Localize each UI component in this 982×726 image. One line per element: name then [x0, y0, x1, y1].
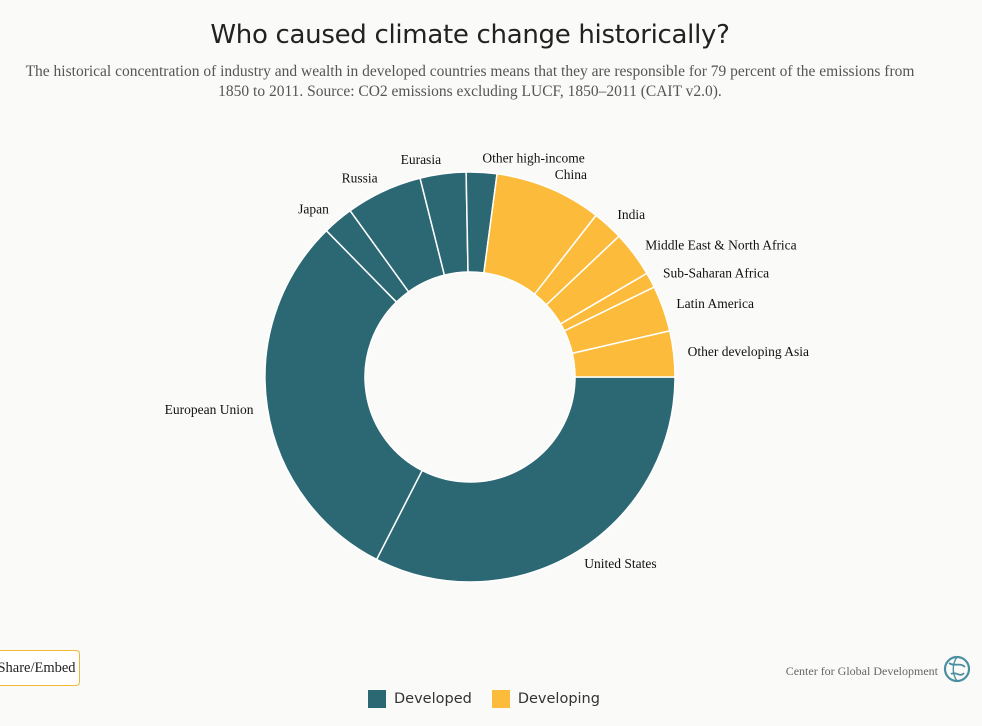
- label-united-states: United States: [584, 556, 656, 571]
- legend-item-developing[interactable]: Developing: [491, 690, 600, 708]
- chart-subtitle: The historical concentration of industry…: [25, 63, 915, 100]
- donut-slices: [264, 171, 676, 583]
- legend-swatch-developed: [368, 690, 386, 708]
- label-eurasia: Eurasia: [401, 152, 441, 167]
- label-russia: Russia: [342, 170, 378, 185]
- label-latin-america: Latin America: [676, 296, 754, 311]
- slice-european-union[interactable]: [264, 229, 424, 561]
- label-japan: Japan: [298, 202, 329, 217]
- legend: Developed Developing: [368, 690, 620, 708]
- label-european-union: European Union: [165, 402, 254, 417]
- globe-logo-icon: [943, 655, 971, 683]
- slice-united-states[interactable]: [375, 376, 676, 583]
- label-sub-saharan-africa: Sub-Saharan Africa: [663, 266, 769, 281]
- slice-other-developing-asia[interactable]: [571, 329, 676, 378]
- credit-text: Center for Global Development: [785, 664, 938, 678]
- legend-label-developed: Developed: [394, 691, 472, 707]
- share-embed-button[interactable]: Share/Embed: [0, 650, 80, 686]
- legend-item-developed[interactable]: Developed: [368, 690, 472, 708]
- slice-labels: United States European Union Japan Russia Eu…: [165, 150, 809, 570]
- label-india: India: [617, 207, 645, 222]
- legend-label-developing: Developing: [517, 691, 600, 707]
- label-other-high-income: Other high-income: [482, 150, 584, 165]
- chart-title: Who caused climate change historically?: [210, 20, 730, 50]
- label-middle-east-and-north-africa: Middle East & North Africa: [645, 238, 796, 253]
- label-other-developing-asia: Other developing Asia: [688, 344, 809, 359]
- legend-swatch-developing: [491, 690, 510, 708]
- label-china: China: [555, 167, 587, 182]
